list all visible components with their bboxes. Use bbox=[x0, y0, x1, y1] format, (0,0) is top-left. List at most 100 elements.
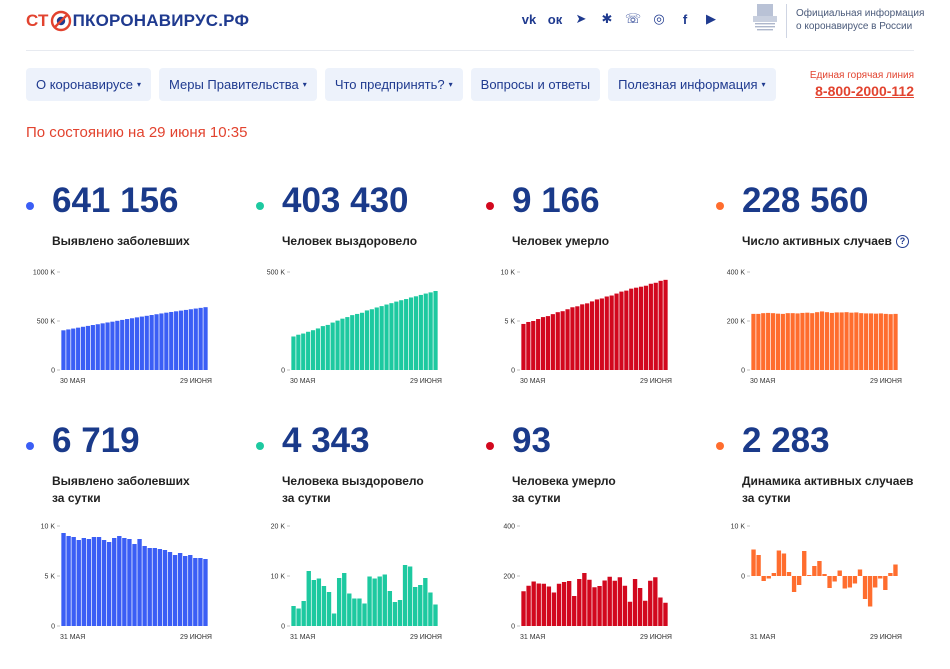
chart-bar bbox=[555, 312, 560, 370]
chart-bar bbox=[536, 319, 541, 370]
chart-bar bbox=[157, 549, 163, 626]
help-icon[interactable]: ? bbox=[895, 235, 909, 249]
chart-bar bbox=[132, 544, 137, 626]
chart-bar bbox=[617, 577, 623, 626]
x-end-label: 29 ИЮНЯ bbox=[410, 378, 442, 385]
stop-virus-icon bbox=[50, 10, 71, 32]
chart-bar bbox=[888, 573, 893, 576]
chart-bar bbox=[397, 600, 403, 626]
chart-bar bbox=[878, 576, 883, 579]
chart-bar bbox=[815, 312, 820, 370]
chart-bar bbox=[637, 588, 643, 626]
nav-item-5[interactable]: Полезная информация ▾ bbox=[608, 68, 776, 101]
instagram-icon[interactable]: ◎ bbox=[653, 11, 665, 26]
chart-bar bbox=[105, 322, 110, 370]
chart-bar bbox=[423, 293, 428, 370]
chart-bar bbox=[61, 533, 66, 626]
chart-bar bbox=[785, 313, 790, 370]
chart-bar bbox=[663, 279, 668, 370]
stat-value: 6 719 bbox=[52, 421, 140, 460]
chart-bar bbox=[352, 598, 357, 626]
chart-bar bbox=[653, 577, 658, 626]
chart-bar bbox=[893, 564, 898, 576]
stat-label-line2: за сутки bbox=[52, 491, 101, 505]
gov-info-text[interactable]: Официальная информация о коронавирусе в … bbox=[796, 7, 924, 33]
chart-bar bbox=[342, 573, 347, 626]
chart-bar bbox=[893, 313, 898, 370]
facebook-icon[interactable]: f bbox=[682, 11, 688, 27]
chart-bar bbox=[526, 585, 531, 626]
bar-chart: 400 K 200 K 0 30 МАЯ 29 ИЮНЯ bbox=[708, 266, 908, 392]
chart-bar bbox=[541, 583, 546, 626]
chart-bar bbox=[888, 314, 893, 370]
chart-bar bbox=[572, 596, 577, 626]
chart-bar bbox=[842, 576, 847, 589]
y-tick-label: 200 bbox=[503, 574, 515, 581]
chart-bar bbox=[364, 310, 370, 370]
chart-bar bbox=[599, 298, 604, 370]
chart-bar bbox=[802, 551, 807, 576]
chart-bar bbox=[827, 576, 832, 588]
hotline-number-link[interactable]: 8-800-2000-112 bbox=[815, 83, 914, 99]
site-logo[interactable]: СТ ПКОРОНАВИРУС.РФ bbox=[26, 8, 249, 34]
chart-bar bbox=[751, 313, 756, 370]
chart-bar bbox=[193, 308, 198, 370]
chart-bar bbox=[550, 314, 555, 370]
chart-bar bbox=[561, 582, 567, 626]
nav-item-1[interactable]: О коронавирусе ▾ bbox=[26, 68, 152, 101]
chart-bar bbox=[423, 578, 428, 626]
chart-bar bbox=[418, 585, 423, 626]
chart-bar bbox=[106, 542, 112, 626]
stat-label: Выявлено заболевших за сутки bbox=[52, 473, 190, 507]
chart-bar bbox=[658, 280, 663, 370]
chart-bar bbox=[790, 313, 795, 370]
nav-item-2[interactable]: Меры Правительства ▾ bbox=[159, 68, 317, 101]
hotline: Единая горячая линия 8-800-2000-112 bbox=[810, 70, 914, 99]
chart-bar bbox=[362, 603, 367, 626]
chart-bar bbox=[587, 579, 592, 626]
chevron-down-icon: ▾ bbox=[137, 80, 142, 89]
chart-bar bbox=[347, 593, 352, 626]
chart-bar bbox=[326, 592, 332, 626]
stat-label-text: Выявлено заболевших bbox=[52, 234, 190, 248]
stat-label-text: Выявлено заболевших bbox=[52, 474, 190, 488]
chart-bar bbox=[159, 313, 164, 370]
chart-bar bbox=[127, 539, 132, 626]
nav-item-4[interactable]: Вопросы и ответы bbox=[470, 68, 601, 101]
chart-bar bbox=[66, 536, 71, 626]
chart-bar bbox=[66, 329, 71, 370]
chart-bar bbox=[144, 315, 149, 370]
youtube-icon[interactable]: ▶ bbox=[706, 11, 716, 26]
viber-icon[interactable]: ☏ bbox=[624, 11, 642, 26]
stat-label: Человека умерло за сутки bbox=[512, 473, 616, 507]
nav-item-3[interactable]: Что предпринять? ▾ bbox=[324, 68, 463, 101]
vk-icon[interactable]: vk bbox=[521, 11, 537, 27]
nav-item-label: Меры Правительства bbox=[169, 77, 299, 92]
chart-bar bbox=[761, 313, 766, 370]
x-end-label: 29 ИЮНЯ bbox=[180, 378, 212, 385]
chart-bar bbox=[61, 330, 66, 370]
chart-bar bbox=[766, 576, 771, 579]
chart-bar bbox=[663, 602, 668, 626]
chart-bar bbox=[852, 576, 858, 584]
status-dot-icon bbox=[256, 202, 264, 210]
telegram-icon[interactable]: ➤ bbox=[575, 11, 587, 26]
chart-bar bbox=[129, 318, 135, 370]
chart-bar bbox=[775, 313, 781, 370]
chart-bar bbox=[780, 313, 785, 370]
chart-bar bbox=[321, 586, 327, 626]
bar-chart: 20 K 10 K 0 31 МАЯ 29 ИЮНЯ bbox=[248, 520, 448, 646]
ok-icon[interactable]: ок bbox=[547, 11, 563, 27]
chart-bar bbox=[86, 539, 92, 626]
chart-bar bbox=[800, 312, 805, 370]
chart-bar bbox=[80, 326, 86, 370]
nav-item-label: Что предпринять? bbox=[334, 77, 445, 92]
chart-bar bbox=[389, 303, 394, 370]
stat-value: 403 430 bbox=[282, 181, 409, 220]
chevron-down-icon: ▾ bbox=[302, 80, 307, 89]
logo-text-part1: СТ bbox=[26, 11, 49, 30]
chart-bar bbox=[291, 336, 296, 370]
yandex-zen-icon[interactable]: ✱ bbox=[601, 11, 613, 26]
chart-bar bbox=[546, 586, 552, 626]
chart-bar bbox=[174, 311, 179, 370]
